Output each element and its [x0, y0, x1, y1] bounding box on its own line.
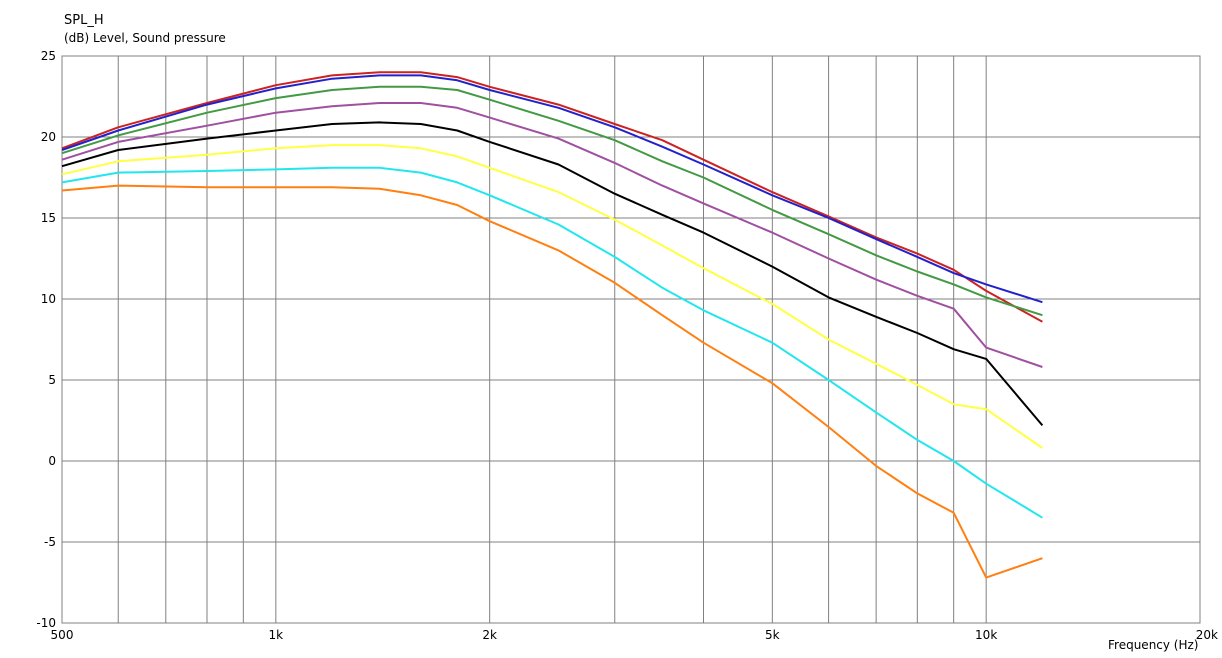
- plot-background: [61, 55, 1201, 624]
- series-group: [61, 71, 1044, 579]
- grid-lines: [61, 55, 1201, 624]
- y-tick-label: 15: [41, 211, 56, 225]
- x-tick-label: 10k: [975, 628, 997, 642]
- series-line-1: [61, 71, 1043, 323]
- y-tick-label: 10: [41, 292, 56, 306]
- x-tick-label: 20k: [1196, 628, 1218, 642]
- x-tick-label: 2k: [482, 628, 497, 642]
- y-tick-label: -5: [44, 535, 56, 549]
- series-line-2: [61, 74, 1043, 304]
- x-tick-label: 1k: [269, 628, 284, 642]
- y-tick-label: 25: [41, 49, 56, 63]
- series-line-7: [61, 166, 1043, 519]
- series-line-5: [61, 121, 1044, 427]
- chart-title: SPL_H: [64, 13, 104, 28]
- y-tick-label: 5: [48, 373, 56, 387]
- y-tick-label: -10: [36, 616, 56, 630]
- series-line-8: [61, 184, 1043, 579]
- x-axis-label: Frequency (Hz): [1108, 638, 1199, 652]
- y-tick-label: 0: [48, 454, 56, 468]
- x-tick-label: 500: [51, 628, 74, 642]
- y-axis-label: (dB) Level, Sound pressure: [64, 31, 226, 45]
- series-line-3: [61, 85, 1043, 317]
- y-tick-label: 20: [41, 130, 56, 144]
- series-line-4: [61, 102, 1043, 368]
- x-tick-label: 5k: [765, 628, 780, 642]
- series-line-6: [61, 144, 1043, 449]
